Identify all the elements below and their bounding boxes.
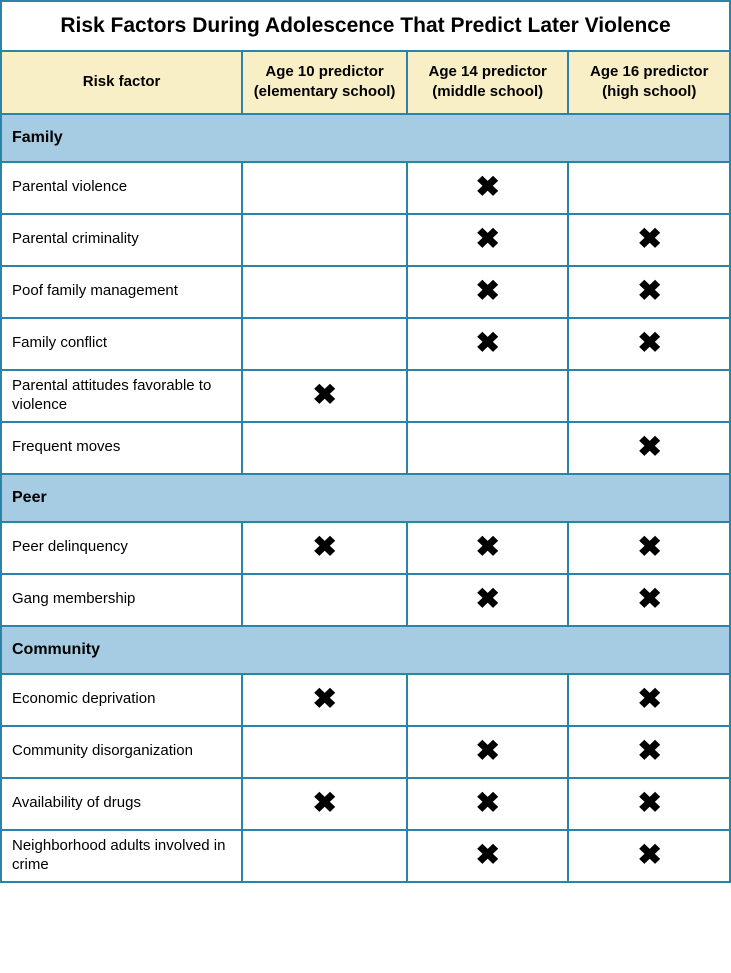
mark-cell: ✖	[568, 574, 730, 626]
mark-cell: ✖	[568, 778, 730, 830]
risk-factors-table: Risk Factors During Adolescence That Pre…	[0, 0, 731, 883]
mark-cell	[242, 162, 407, 214]
row-label: Parental violence	[1, 162, 242, 214]
x-mark-icon: ✖	[312, 381, 337, 409]
table-row: Family conflict ✖ ✖	[1, 318, 730, 370]
mark-cell: ✖	[568, 726, 730, 778]
mark-cell	[242, 266, 407, 318]
table-row: Economic deprivation ✖ ✖	[1, 674, 730, 726]
x-mark-icon: ✖	[637, 789, 662, 817]
table-row: Peer delinquency ✖ ✖ ✖	[1, 522, 730, 574]
row-label: Parental criminality	[1, 214, 242, 266]
section-label: Peer	[1, 474, 730, 522]
x-mark-icon: ✖	[312, 789, 337, 817]
x-mark-icon: ✖	[312, 533, 337, 561]
mark-cell: ✖	[407, 778, 569, 830]
table-row: Community disorganization ✖ ✖	[1, 726, 730, 778]
x-mark-icon: ✖	[637, 841, 662, 869]
x-mark-icon: ✖	[475, 737, 500, 765]
mark-cell: ✖	[568, 214, 730, 266]
mark-cell	[568, 370, 730, 422]
mark-cell	[407, 674, 569, 726]
mark-cell: ✖	[407, 162, 569, 214]
section-header: Family	[1, 114, 730, 162]
mark-cell: ✖	[568, 830, 730, 882]
mark-cell: ✖	[407, 726, 569, 778]
x-mark-icon: ✖	[312, 685, 337, 713]
row-label: Community disorganization	[1, 726, 242, 778]
x-mark-icon: ✖	[637, 737, 662, 765]
row-label: Frequent moves	[1, 422, 242, 474]
mark-cell: ✖	[568, 674, 730, 726]
x-mark-icon: ✖	[637, 329, 662, 357]
mark-cell: ✖	[568, 522, 730, 574]
col-header-risk-factor: Risk factor	[1, 51, 242, 114]
row-label: Family conflict	[1, 318, 242, 370]
mark-cell	[407, 370, 569, 422]
column-header-row: Risk factor Age 10 predictor (elementary…	[1, 51, 730, 114]
row-label: Economic deprivation	[1, 674, 242, 726]
mark-cell: ✖	[242, 522, 407, 574]
table-row: Neighborhood adults involved in crime ✖ ✖	[1, 830, 730, 882]
section-header: Peer	[1, 474, 730, 522]
mark-cell	[242, 214, 407, 266]
mark-cell: ✖	[242, 674, 407, 726]
row-label: Neighborhood adults involved in crime	[1, 830, 242, 882]
row-label: Availability of drugs	[1, 778, 242, 830]
mark-cell	[242, 726, 407, 778]
mark-cell	[568, 162, 730, 214]
mark-cell	[242, 422, 407, 474]
mark-cell: ✖	[407, 522, 569, 574]
mark-cell	[242, 574, 407, 626]
x-mark-icon: ✖	[475, 841, 500, 869]
mark-cell: ✖	[568, 266, 730, 318]
mark-cell: ✖	[407, 214, 569, 266]
mark-cell: ✖	[568, 318, 730, 370]
table-row: Gang membership ✖ ✖	[1, 574, 730, 626]
mark-cell: ✖	[568, 422, 730, 474]
col-header-age-14: Age 14 predictor (middle school)	[407, 51, 569, 114]
table-row: Frequent moves ✖	[1, 422, 730, 474]
x-mark-icon: ✖	[637, 533, 662, 561]
table-row: Availability of drugs ✖ ✖ ✖	[1, 778, 730, 830]
mark-cell	[242, 830, 407, 882]
row-label: Gang membership	[1, 574, 242, 626]
x-mark-icon: ✖	[475, 277, 500, 305]
mark-cell: ✖	[242, 778, 407, 830]
table-title: Risk Factors During Adolescence That Pre…	[1, 1, 730, 51]
mark-cell: ✖	[407, 318, 569, 370]
x-mark-icon: ✖	[475, 329, 500, 357]
x-mark-icon: ✖	[475, 585, 500, 613]
section-header: Community	[1, 626, 730, 674]
x-mark-icon: ✖	[637, 685, 662, 713]
table-row: Parental violence ✖	[1, 162, 730, 214]
table-row: Parental criminality ✖ ✖	[1, 214, 730, 266]
section-label: Family	[1, 114, 730, 162]
table-body: FamilyParental violence✖Parental crimina…	[1, 114, 730, 882]
row-label: Poof family management	[1, 266, 242, 318]
x-mark-icon: ✖	[475, 533, 500, 561]
x-mark-icon: ✖	[637, 225, 662, 253]
x-mark-icon: ✖	[475, 789, 500, 817]
x-mark-icon: ✖	[637, 433, 662, 461]
mark-cell: ✖	[242, 370, 407, 422]
table-row: Poof family management ✖ ✖	[1, 266, 730, 318]
mark-cell: ✖	[407, 266, 569, 318]
row-label: Peer delinquency	[1, 522, 242, 574]
x-mark-icon: ✖	[475, 225, 500, 253]
x-mark-icon: ✖	[637, 277, 662, 305]
mark-cell: ✖	[407, 574, 569, 626]
row-label: Parental attitudes favorable to violence	[1, 370, 242, 422]
col-header-age-16: Age 16 predictor (high school)	[568, 51, 730, 114]
section-label: Community	[1, 626, 730, 674]
x-mark-icon: ✖	[475, 173, 500, 201]
mark-cell	[407, 422, 569, 474]
mark-cell	[242, 318, 407, 370]
mark-cell: ✖	[407, 830, 569, 882]
x-mark-icon: ✖	[637, 585, 662, 613]
col-header-age-10: Age 10 predictor (elementary school)	[242, 51, 407, 114]
table-row: Parental attitudes favorable to violence…	[1, 370, 730, 422]
